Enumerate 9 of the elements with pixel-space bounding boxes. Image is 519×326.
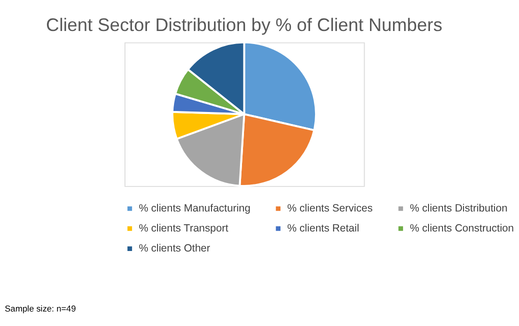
- legend-label: % clients Transport: [138, 222, 228, 234]
- legend-label: % clients Other: [138, 242, 211, 255]
- text: Sample size: n=49: [4, 303, 76, 314]
- legend-label: % clients Services: [287, 202, 373, 214]
- legend-label: % clients Retail: [287, 222, 360, 234]
- legend-label: % clients Manufacturing: [138, 202, 251, 214]
- legend-label: % clients Construction: [410, 222, 514, 234]
- legend-label: % clients Distribution: [410, 202, 508, 214]
- chart-title: Client Sector Distribution by % of Client Numbers: [46, 14, 442, 35]
